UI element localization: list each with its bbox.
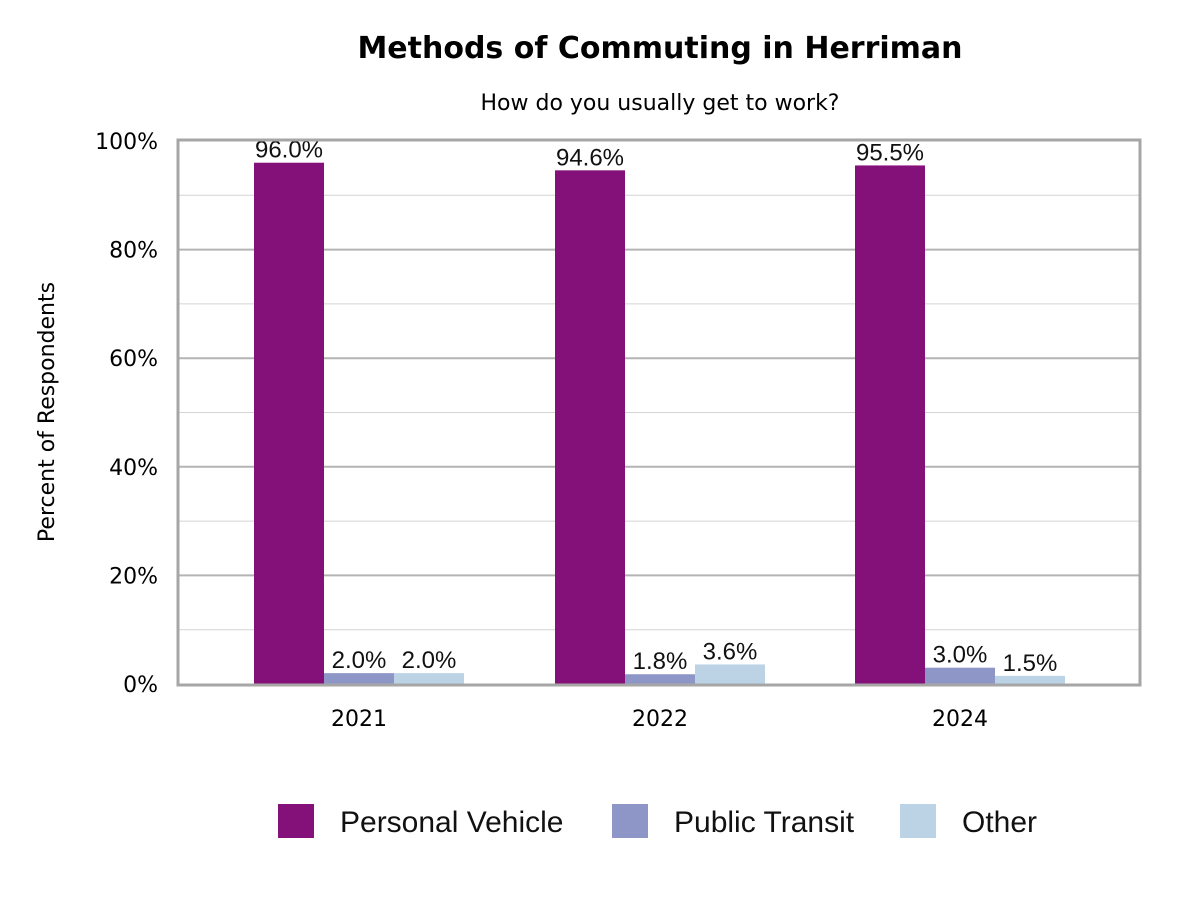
data-label: 94.6% [556, 144, 624, 171]
bar-other-2024 [995, 675, 1065, 684]
bar-personal-vehicle-2021 [254, 162, 324, 685]
y-axis-label: Percent of Respondents [35, 282, 60, 542]
y-tick-label: 100% [95, 130, 158, 155]
data-label: 1.5% [1003, 650, 1058, 677]
data-label: 95.5% [856, 139, 924, 166]
x-tick-label: 2022 [632, 707, 688, 732]
legend-label: Public Transit [674, 806, 855, 839]
x-tick-label: 2024 [932, 707, 988, 732]
bar-personal-vehicle-2022 [555, 170, 625, 684]
x-tick-label: 2021 [331, 707, 387, 732]
bar-public-transit-2024 [925, 667, 995, 684]
legend-swatch [278, 804, 314, 838]
plot-frame [176, 138, 1142, 687]
bar-personal-vehicle-2024 [855, 165, 925, 684]
bars: 96.0%2.0% 2.0%94.6%1.8% 3.6%95.5%3.0% 1.5% [254, 137, 1065, 685]
legend-swatch [612, 804, 648, 838]
y-tick-label: 60% [109, 347, 158, 372]
y-tick-label: 80% [109, 239, 158, 264]
data-label: 2.0% [332, 647, 387, 674]
y-tick-label: 0% [123, 673, 158, 698]
legend-label: Personal Vehicle [340, 806, 563, 839]
data-label: 1.8% [633, 648, 688, 675]
bar-public-transit-2022 [625, 674, 695, 684]
data-label: 3.6% [703, 638, 758, 665]
legend-label: Other [962, 806, 1037, 839]
bar-other-2021 [394, 673, 464, 684]
y-ticks: 0% 20% 40% 60% 80% 100% [95, 130, 158, 698]
gridlines [178, 194, 1140, 631]
chart-title: Methods of Commuting in Herriman [357, 31, 962, 66]
data-label: 3.0% [933, 642, 988, 669]
legend: Personal Vehicle Public Transit Other [278, 804, 1037, 839]
x-ticks: 2021 2022 2024 [331, 707, 988, 732]
bar-other-2022 [695, 664, 765, 684]
legend-swatch [900, 804, 936, 838]
y-tick-label: 20% [109, 564, 158, 589]
bar-public-transit-2021 [324, 673, 394, 684]
y-tick-label: 40% [109, 456, 158, 481]
data-label: 2.0% [402, 647, 457, 674]
chart-subtitle: How do you usually get to work? [480, 91, 839, 116]
